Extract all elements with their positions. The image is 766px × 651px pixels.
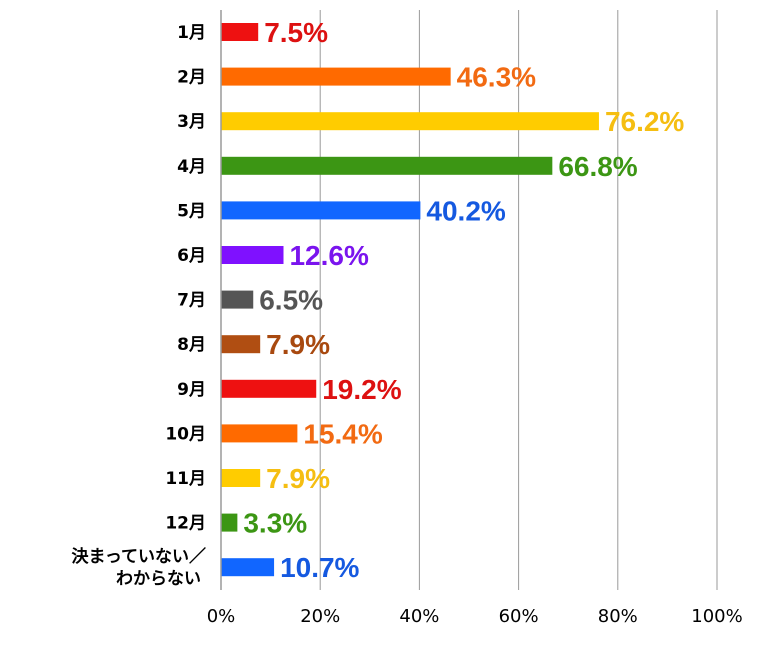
x-tick-labels: 0% 20% 40% 60% 80% 100% xyxy=(207,606,743,627)
category-label: 7月 xyxy=(177,291,206,311)
category-label: 1月 xyxy=(177,23,206,43)
x-tick-label: 80% xyxy=(598,606,638,627)
data-label: 76.2% xyxy=(605,106,684,137)
data-label: 7.9% xyxy=(266,329,330,360)
category-label: 5月 xyxy=(177,201,206,221)
data-label: 40.2% xyxy=(426,195,505,226)
category-label: 10月 xyxy=(165,424,206,444)
data-label: 66.8% xyxy=(558,151,637,182)
bar xyxy=(221,290,254,309)
category-label: 3月 xyxy=(177,112,206,132)
category-label: 12月 xyxy=(165,514,206,534)
bar xyxy=(221,201,421,220)
data-label: 12.6% xyxy=(289,240,368,271)
data-label: 7.5% xyxy=(264,17,328,48)
x-tick-label: 60% xyxy=(499,606,539,627)
data-label: 19.2% xyxy=(322,374,401,405)
category-label: 6月 xyxy=(177,246,206,266)
category-label: 8月 xyxy=(177,335,206,355)
bar xyxy=(221,379,317,398)
category-label: 11月 xyxy=(165,469,206,489)
data-label: 6.5% xyxy=(259,285,323,316)
category-label: 決まっていない／わからない xyxy=(72,546,206,589)
x-tick-label: 40% xyxy=(399,606,439,627)
bar xyxy=(221,67,451,86)
x-tick-label: 20% xyxy=(300,606,340,627)
bar xyxy=(221,246,284,264)
x-tick-label: 100% xyxy=(691,606,742,627)
x-tick-label: 0% xyxy=(207,606,236,627)
bars xyxy=(221,23,599,577)
bar xyxy=(221,469,261,487)
gridlines xyxy=(319,10,718,590)
bar xyxy=(221,513,238,532)
category-label: 9月 xyxy=(177,380,206,400)
bar xyxy=(221,335,261,354)
category-label: 4月 xyxy=(177,157,206,177)
bar xyxy=(221,156,553,175)
category-label: 2月 xyxy=(177,68,206,88)
bar xyxy=(221,424,298,443)
data-label: 15.4% xyxy=(303,418,382,449)
data-label: 10.7% xyxy=(280,552,359,583)
bar xyxy=(221,23,259,41)
bar xyxy=(221,112,599,131)
bar xyxy=(221,558,275,577)
data-label: 46.3% xyxy=(457,62,536,93)
data-labels: 7.5% 46.3% 76.2% 66.8% 40.2% 12.6% 6.5% 7.9% 19.… xyxy=(243,17,684,583)
data-label: 7.9% xyxy=(266,463,330,494)
data-label: 3.3% xyxy=(243,508,307,539)
